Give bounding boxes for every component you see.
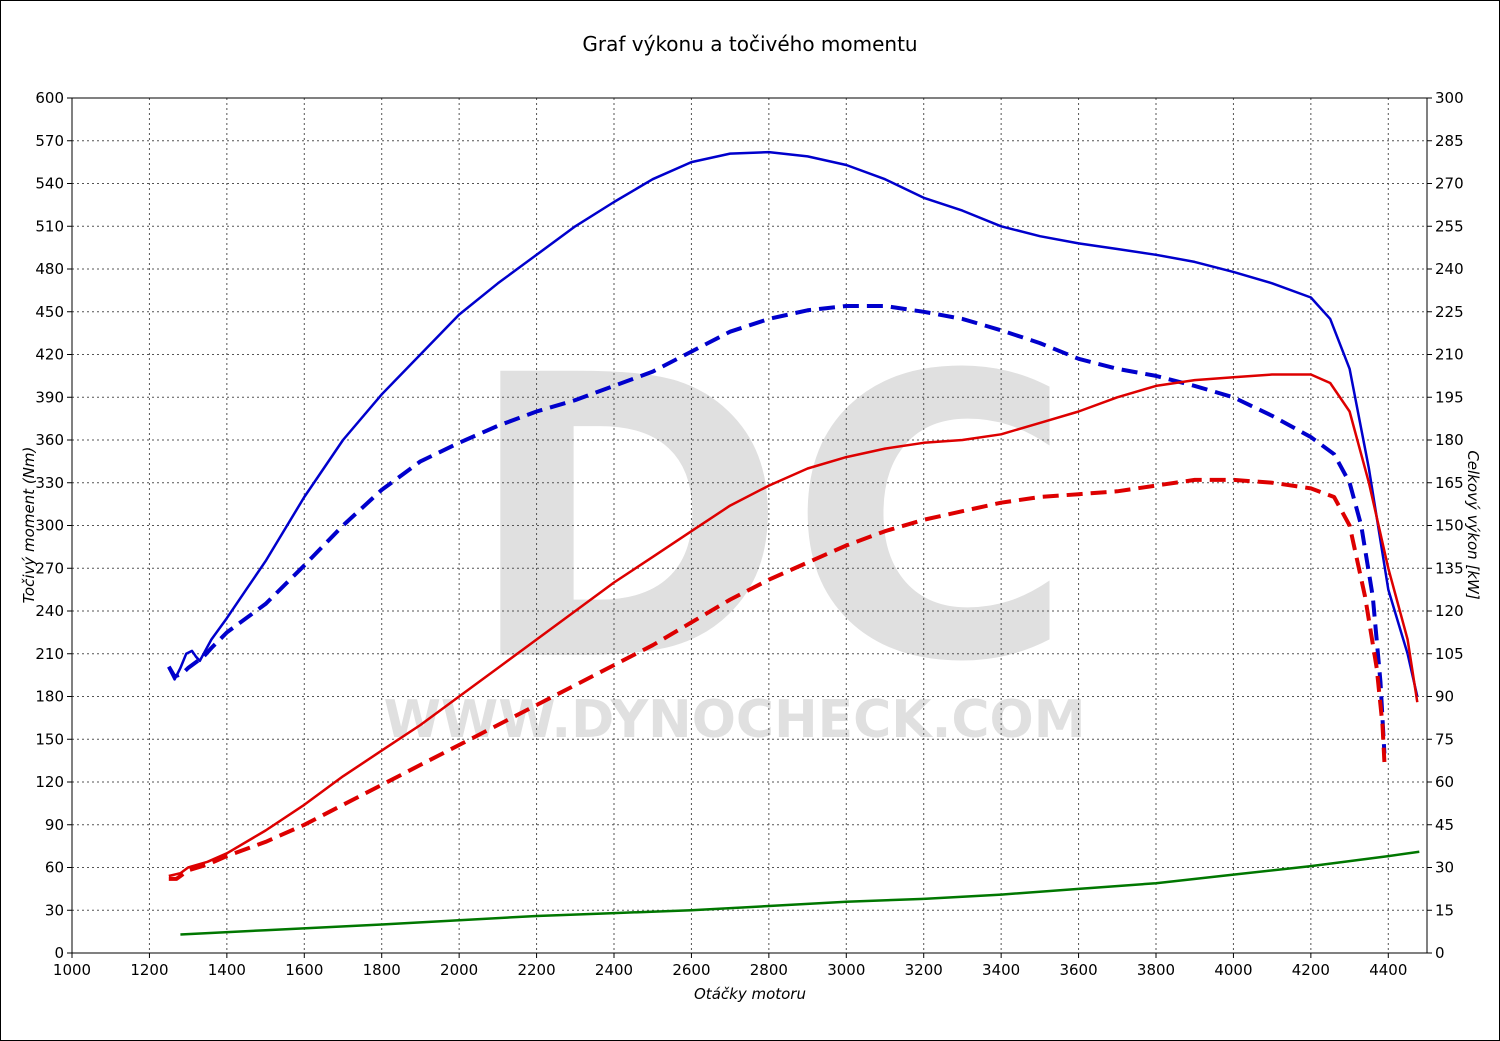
x-tick-label: 4400 bbox=[1369, 961, 1407, 979]
x-tick-label: 3400 bbox=[982, 961, 1020, 979]
y-tick-label: 150 bbox=[35, 730, 64, 748]
y-tick-label: 270 bbox=[35, 559, 64, 577]
y-tick-label: 510 bbox=[35, 217, 64, 235]
y2-tick-label: 90 bbox=[1435, 688, 1454, 706]
y2-tick-label: 0 bbox=[1435, 944, 1445, 962]
y-tick-label: 210 bbox=[35, 645, 64, 663]
y2-tick-label: 60 bbox=[1435, 773, 1454, 791]
x-tick-label: 3800 bbox=[1137, 961, 1175, 979]
chart-title: Graf výkonu a točivého momentu bbox=[582, 32, 918, 56]
x-tick-label: 2600 bbox=[672, 961, 710, 979]
x-tick-label: 1400 bbox=[208, 961, 246, 979]
x-tick-label: 2200 bbox=[517, 961, 555, 979]
y2-tick-label: 75 bbox=[1435, 730, 1454, 748]
y-tick-label: 360 bbox=[35, 431, 64, 449]
y-tick-label: 90 bbox=[45, 816, 64, 834]
x-tick-label: 1800 bbox=[363, 961, 401, 979]
x-tick-label: 1600 bbox=[285, 961, 323, 979]
y2-tick-label: 270 bbox=[1435, 175, 1464, 193]
y-tick-label: 30 bbox=[45, 901, 64, 919]
y-tick-label: 420 bbox=[35, 346, 64, 364]
x-tick-label: 2000 bbox=[440, 961, 478, 979]
y2-tick-label: 240 bbox=[1435, 260, 1464, 278]
x-tick-label: 3200 bbox=[905, 961, 943, 979]
x-tick-label: 1000 bbox=[53, 961, 91, 979]
y2-tick-label: 15 bbox=[1435, 901, 1454, 919]
watermark-logo: DC bbox=[465, 293, 1075, 747]
y2-tick-label: 135 bbox=[1435, 559, 1464, 577]
x-tick-label: 2800 bbox=[750, 961, 788, 979]
y2-tick-label: 30 bbox=[1435, 859, 1454, 877]
y-tick-label: 480 bbox=[35, 260, 64, 278]
x-tick-label: 1200 bbox=[130, 961, 168, 979]
y2-tick-label: 150 bbox=[1435, 517, 1464, 535]
y2-tick-label: 285 bbox=[1435, 132, 1464, 150]
series-line-0 bbox=[167, 150, 1419, 697]
y-tick-label: 240 bbox=[35, 602, 64, 620]
y2-tick-label: 105 bbox=[1435, 645, 1464, 663]
y2-tick-label: 210 bbox=[1435, 346, 1464, 364]
x-tick-label: 4000 bbox=[1214, 961, 1252, 979]
x-tick-label: 2400 bbox=[595, 961, 633, 979]
y-tick-label: 540 bbox=[35, 175, 64, 193]
y2-tick-label: 120 bbox=[1435, 602, 1464, 620]
x-tick-label: 4200 bbox=[1292, 961, 1330, 979]
y-tick-label: 60 bbox=[45, 859, 64, 877]
y2-tick-label: 300 bbox=[1435, 89, 1464, 107]
y-tick-label: 300 bbox=[35, 517, 64, 535]
y-tick-label: 390 bbox=[35, 388, 64, 406]
x-axis-label: Otáčky motoru bbox=[694, 985, 806, 1003]
y-tick-label: 330 bbox=[35, 474, 64, 492]
y2-tick-label: 225 bbox=[1435, 303, 1464, 321]
y-tick-label: 570 bbox=[35, 132, 64, 150]
series-line-1 bbox=[167, 304, 1387, 754]
x-tick-label: 3600 bbox=[1059, 961, 1097, 979]
y-tick-label: 600 bbox=[35, 89, 64, 107]
series-line-4 bbox=[180, 850, 1420, 936]
y-tick-label: 450 bbox=[35, 303, 64, 321]
y2-tick-label: 180 bbox=[1435, 431, 1464, 449]
y-tick-label: 120 bbox=[35, 773, 64, 791]
series-line-2 bbox=[168, 373, 1419, 878]
y2-tick-label: 195 bbox=[1435, 388, 1464, 406]
watermark-text: WWW.DYNOCHECK.COM bbox=[384, 690, 1086, 750]
x-tick-label: 3000 bbox=[827, 961, 865, 979]
y-tick-label: 0 bbox=[54, 944, 64, 962]
y-tick-label: 180 bbox=[35, 688, 64, 706]
y2-tick-label: 255 bbox=[1435, 217, 1464, 235]
y2-tick-label: 45 bbox=[1435, 816, 1454, 834]
y2-tick-label: 165 bbox=[1435, 474, 1464, 492]
